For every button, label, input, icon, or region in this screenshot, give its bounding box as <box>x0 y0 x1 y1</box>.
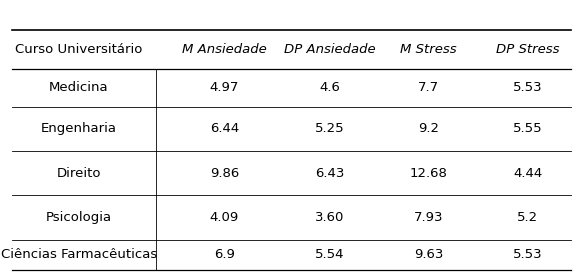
Text: 7.93: 7.93 <box>414 211 443 224</box>
Text: 5.53: 5.53 <box>513 248 542 261</box>
Text: 5.53: 5.53 <box>513 81 542 94</box>
Text: 12.68: 12.68 <box>410 167 447 179</box>
Text: 6.9: 6.9 <box>214 248 235 261</box>
Text: 6.43: 6.43 <box>315 167 344 179</box>
Text: 4.09: 4.09 <box>210 211 239 224</box>
Text: DP Stress: DP Stress <box>496 43 559 56</box>
Text: Curso Universitário: Curso Universitário <box>15 43 142 56</box>
Text: Psicologia: Psicologia <box>45 211 112 224</box>
Text: 4.6: 4.6 <box>319 81 340 94</box>
Text: M Ansiedade: M Ansiedade <box>182 43 267 56</box>
Text: Direito: Direito <box>57 167 101 179</box>
Text: 4.44: 4.44 <box>513 167 542 179</box>
Text: 6.44: 6.44 <box>210 122 239 135</box>
Text: 9.2: 9.2 <box>418 122 439 135</box>
Text: 7.7: 7.7 <box>418 81 439 94</box>
Text: DP Ansiedade: DP Ansiedade <box>283 43 375 56</box>
Text: Medicina: Medicina <box>49 81 108 94</box>
Text: 4.97: 4.97 <box>210 81 239 94</box>
Text: M Stress: M Stress <box>400 43 457 56</box>
Text: Ciências Farmacêuticas: Ciências Farmacêuticas <box>1 248 157 261</box>
Text: 9.63: 9.63 <box>414 248 443 261</box>
Text: Engenharia: Engenharia <box>41 122 117 135</box>
Text: 3.60: 3.60 <box>315 211 344 224</box>
Text: 5.55: 5.55 <box>513 122 542 135</box>
Text: 5.25: 5.25 <box>315 122 344 135</box>
Text: 5.2: 5.2 <box>517 211 538 224</box>
Text: 9.86: 9.86 <box>210 167 239 179</box>
Text: 5.54: 5.54 <box>315 248 344 261</box>
